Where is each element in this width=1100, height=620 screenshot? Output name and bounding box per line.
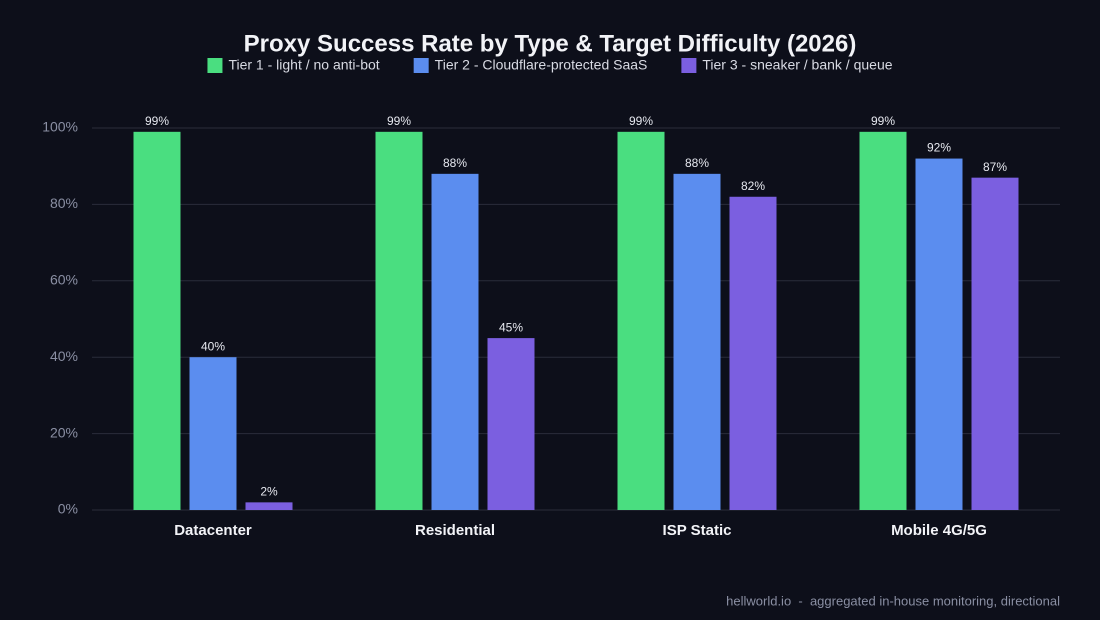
legend-label: Tier 3 - sneaker / bank / queue: [702, 57, 892, 73]
legend-swatch: [207, 58, 223, 73]
chart-title: Proxy Success Rate by Type & Target Diff…: [244, 30, 857, 57]
bar: [859, 131, 907, 510]
x-tick-label: Mobile 4G/5G: [891, 522, 987, 539]
x-tick-label: Residential: [415, 522, 495, 539]
y-tick-label: 60%: [50, 272, 78, 288]
legend-label: Tier 1 - light / no anti-bot: [228, 57, 379, 73]
x-tick-label: Datacenter: [174, 522, 252, 539]
legend-label: Tier 2 - Cloudflare-protected SaaS: [435, 57, 648, 73]
value-label: 99%: [145, 114, 169, 128]
y-tick-label: 80%: [50, 195, 78, 211]
bar: [487, 338, 535, 510]
value-label: 87%: [983, 160, 1007, 174]
legend-swatch: [413, 58, 429, 73]
y-tick-label: 40%: [50, 348, 78, 364]
y-tick-label: 20%: [50, 424, 78, 440]
bar: [133, 131, 181, 510]
bar: [617, 131, 665, 510]
value-label: 99%: [871, 114, 895, 128]
legend-swatch: [681, 58, 697, 73]
bar: [375, 131, 423, 510]
value-label: 99%: [387, 114, 411, 128]
bar: [971, 177, 1019, 510]
bar: [431, 173, 479, 510]
bar: [729, 196, 777, 510]
value-label: 88%: [685, 156, 709, 170]
value-label: 92%: [927, 141, 951, 155]
value-label: 88%: [443, 156, 467, 170]
bar: [245, 502, 293, 510]
value-label: 2%: [260, 485, 278, 499]
value-label: 99%: [629, 114, 653, 128]
y-tick-label: 0%: [58, 501, 78, 517]
x-tick-label: ISP Static: [663, 522, 732, 539]
y-tick-label: 100%: [42, 119, 78, 135]
source-note: hellworld.io - aggregated in-house monit…: [726, 593, 1060, 608]
bar: [915, 158, 963, 510]
value-label: 45%: [499, 320, 523, 334]
bar: [673, 173, 721, 510]
bar: [189, 357, 237, 510]
value-label: 82%: [741, 179, 765, 193]
value-label: 40%: [201, 339, 225, 353]
